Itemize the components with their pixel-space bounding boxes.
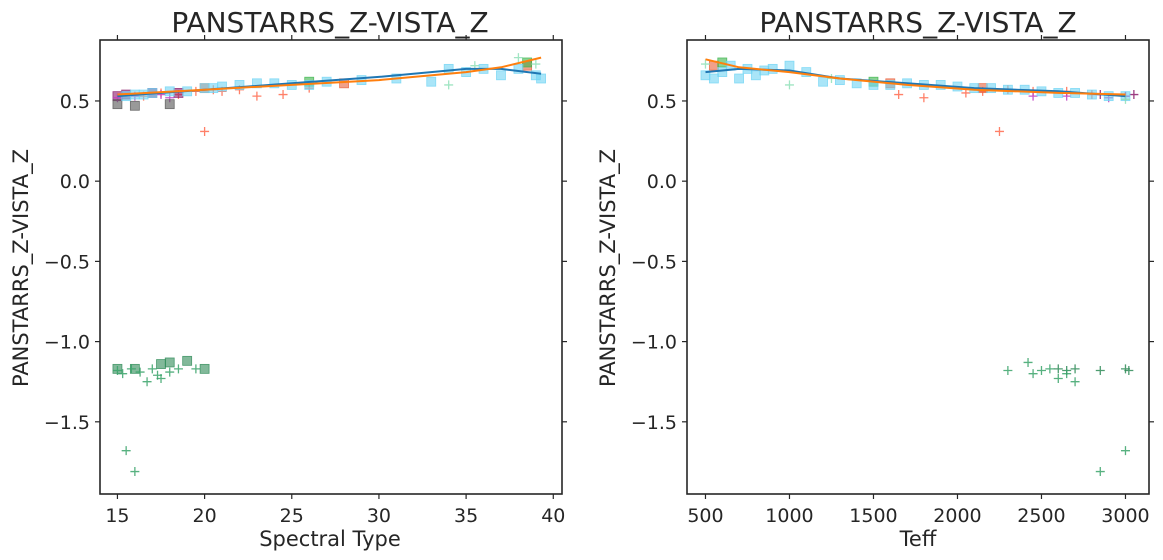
- data-point-plus: [126, 364, 136, 374]
- data-point-square: [112, 99, 123, 110]
- x-axis-label: Teff: [899, 527, 937, 551]
- x-tick-label: 2500: [1017, 505, 1065, 527]
- data-point-plus: [1036, 365, 1046, 375]
- data-point-plus: [118, 369, 128, 379]
- data-point-square: [129, 100, 140, 111]
- data-point-plus: [919, 93, 929, 103]
- x-tick-label: 1000: [765, 505, 813, 527]
- data-point-plus: [142, 377, 152, 387]
- data-point-plus: [147, 364, 157, 374]
- data-point-square: [885, 80, 896, 90]
- data-point-plus: [1120, 446, 1130, 456]
- data-point-square: [426, 76, 437, 87]
- y-tick-label: 0.5: [60, 91, 90, 113]
- data-point-plus: [444, 80, 454, 90]
- y-tick-label: −1.5: [44, 412, 90, 434]
- y-tick-label: −1.5: [631, 412, 677, 434]
- x-tick-label: 15: [105, 505, 129, 527]
- y-tick-label: −1.0: [44, 332, 90, 354]
- data-point-plus: [130, 467, 140, 477]
- data-point-square: [173, 88, 184, 98]
- data-point-square: [199, 363, 210, 374]
- plot-frame: [686, 39, 1150, 495]
- data-point-square: [513, 63, 524, 74]
- fit-line: [705, 58, 1126, 96]
- y-tick-label: −0.5: [631, 251, 677, 273]
- data-point-plus: [1028, 369, 1038, 379]
- y-tick-label: −1.0: [631, 332, 677, 354]
- data-point-square: [734, 73, 744, 84]
- x-tick-label: 30: [367, 505, 391, 527]
- data-point-plus: [1053, 364, 1063, 374]
- data-point-plus: [1062, 369, 1072, 379]
- data-point-plus: [1129, 90, 1139, 100]
- data-point-plus: [1053, 373, 1063, 383]
- data-point-plus: [173, 364, 183, 374]
- data-point-plus: [156, 373, 166, 383]
- data-point-square: [708, 73, 719, 84]
- data-point-square: [717, 67, 728, 77]
- data-point-square: [784, 60, 795, 71]
- data-point-plus: [1003, 365, 1013, 375]
- data-point-square: [156, 359, 166, 369]
- data-point-plus: [700, 59, 710, 69]
- data-point-plus: [1070, 377, 1080, 387]
- data-point-plus: [784, 80, 794, 90]
- data-point-square: [199, 83, 210, 94]
- data-point-square: [750, 70, 761, 81]
- x-axis-label: Spectral Type: [259, 527, 401, 551]
- data-point-square: [443, 63, 454, 74]
- data-point-plus: [135, 367, 145, 377]
- y-tick-label: 0.0: [647, 171, 677, 193]
- data-point-plus: [1124, 365, 1134, 375]
- data-point-plus: [994, 126, 1004, 136]
- data-point-plus: [531, 59, 541, 69]
- data-point-square: [536, 73, 546, 84]
- data-point-square: [834, 75, 845, 86]
- x-tick-label: 2000: [933, 505, 981, 527]
- chart-title: PANSTARRS_Z-VISTA_Z: [171, 6, 488, 39]
- x-tick-label: 25: [280, 505, 304, 527]
- data-point-plus: [1070, 364, 1080, 374]
- data-point-plus: [1095, 365, 1105, 375]
- data-point-plus: [1045, 364, 1055, 374]
- data-point-plus: [112, 365, 122, 375]
- data-point-square: [496, 70, 506, 81]
- data-point-plus: [513, 53, 523, 63]
- chart-title: PANSTARRS_Z-VISTA_Z: [759, 6, 1076, 39]
- plot-frame: [99, 39, 563, 495]
- x-tick-label: 500: [687, 505, 723, 527]
- y-axis-label: PANSTARRS_Z-VISTA_Z: [596, 149, 621, 387]
- data-point-square: [164, 99, 175, 110]
- y-tick-label: 0.5: [647, 91, 677, 113]
- data-point-plus: [1095, 467, 1105, 477]
- data-point-square: [217, 81, 227, 92]
- data-point-square: [818, 76, 828, 87]
- chart-panel-teff: PANSTARRS_Z-VISTA_Z Teff PANSTARRS_Z-VIS…: [596, 6, 1154, 551]
- data-point-square: [164, 357, 175, 368]
- data-point-plus: [894, 90, 904, 100]
- data-point-square: [182, 355, 193, 366]
- y-axis-label: PANSTARRS_Z-VISTA_Z: [9, 149, 34, 387]
- data-point-plus: [1028, 91, 1038, 101]
- data-point-plus: [121, 446, 131, 456]
- data-point-plus: [191, 364, 201, 374]
- data-point-plus: [1023, 357, 1033, 367]
- x-tick-label: 35: [454, 505, 478, 527]
- x-tick-label: 3000: [1101, 505, 1149, 527]
- data-point-plus: [252, 91, 262, 101]
- data-point-square: [234, 80, 245, 90]
- data-point-plus: [200, 126, 210, 136]
- y-tick-label: 0.0: [60, 171, 90, 193]
- fit-line: [117, 56, 542, 96]
- data-point-plus: [165, 367, 175, 377]
- data-point-plus: [278, 90, 288, 100]
- chart-panel-spectral-type: PANSTARRS_Z-VISTA_Z Spectral Type PANSTA…: [9, 6, 567, 551]
- x-tick-label: 40: [541, 505, 565, 527]
- y-tick-label: −0.5: [44, 251, 90, 273]
- x-tick-label: 20: [193, 505, 217, 527]
- data-point-square: [1103, 91, 1114, 102]
- x-tick-label: 1500: [849, 505, 897, 527]
